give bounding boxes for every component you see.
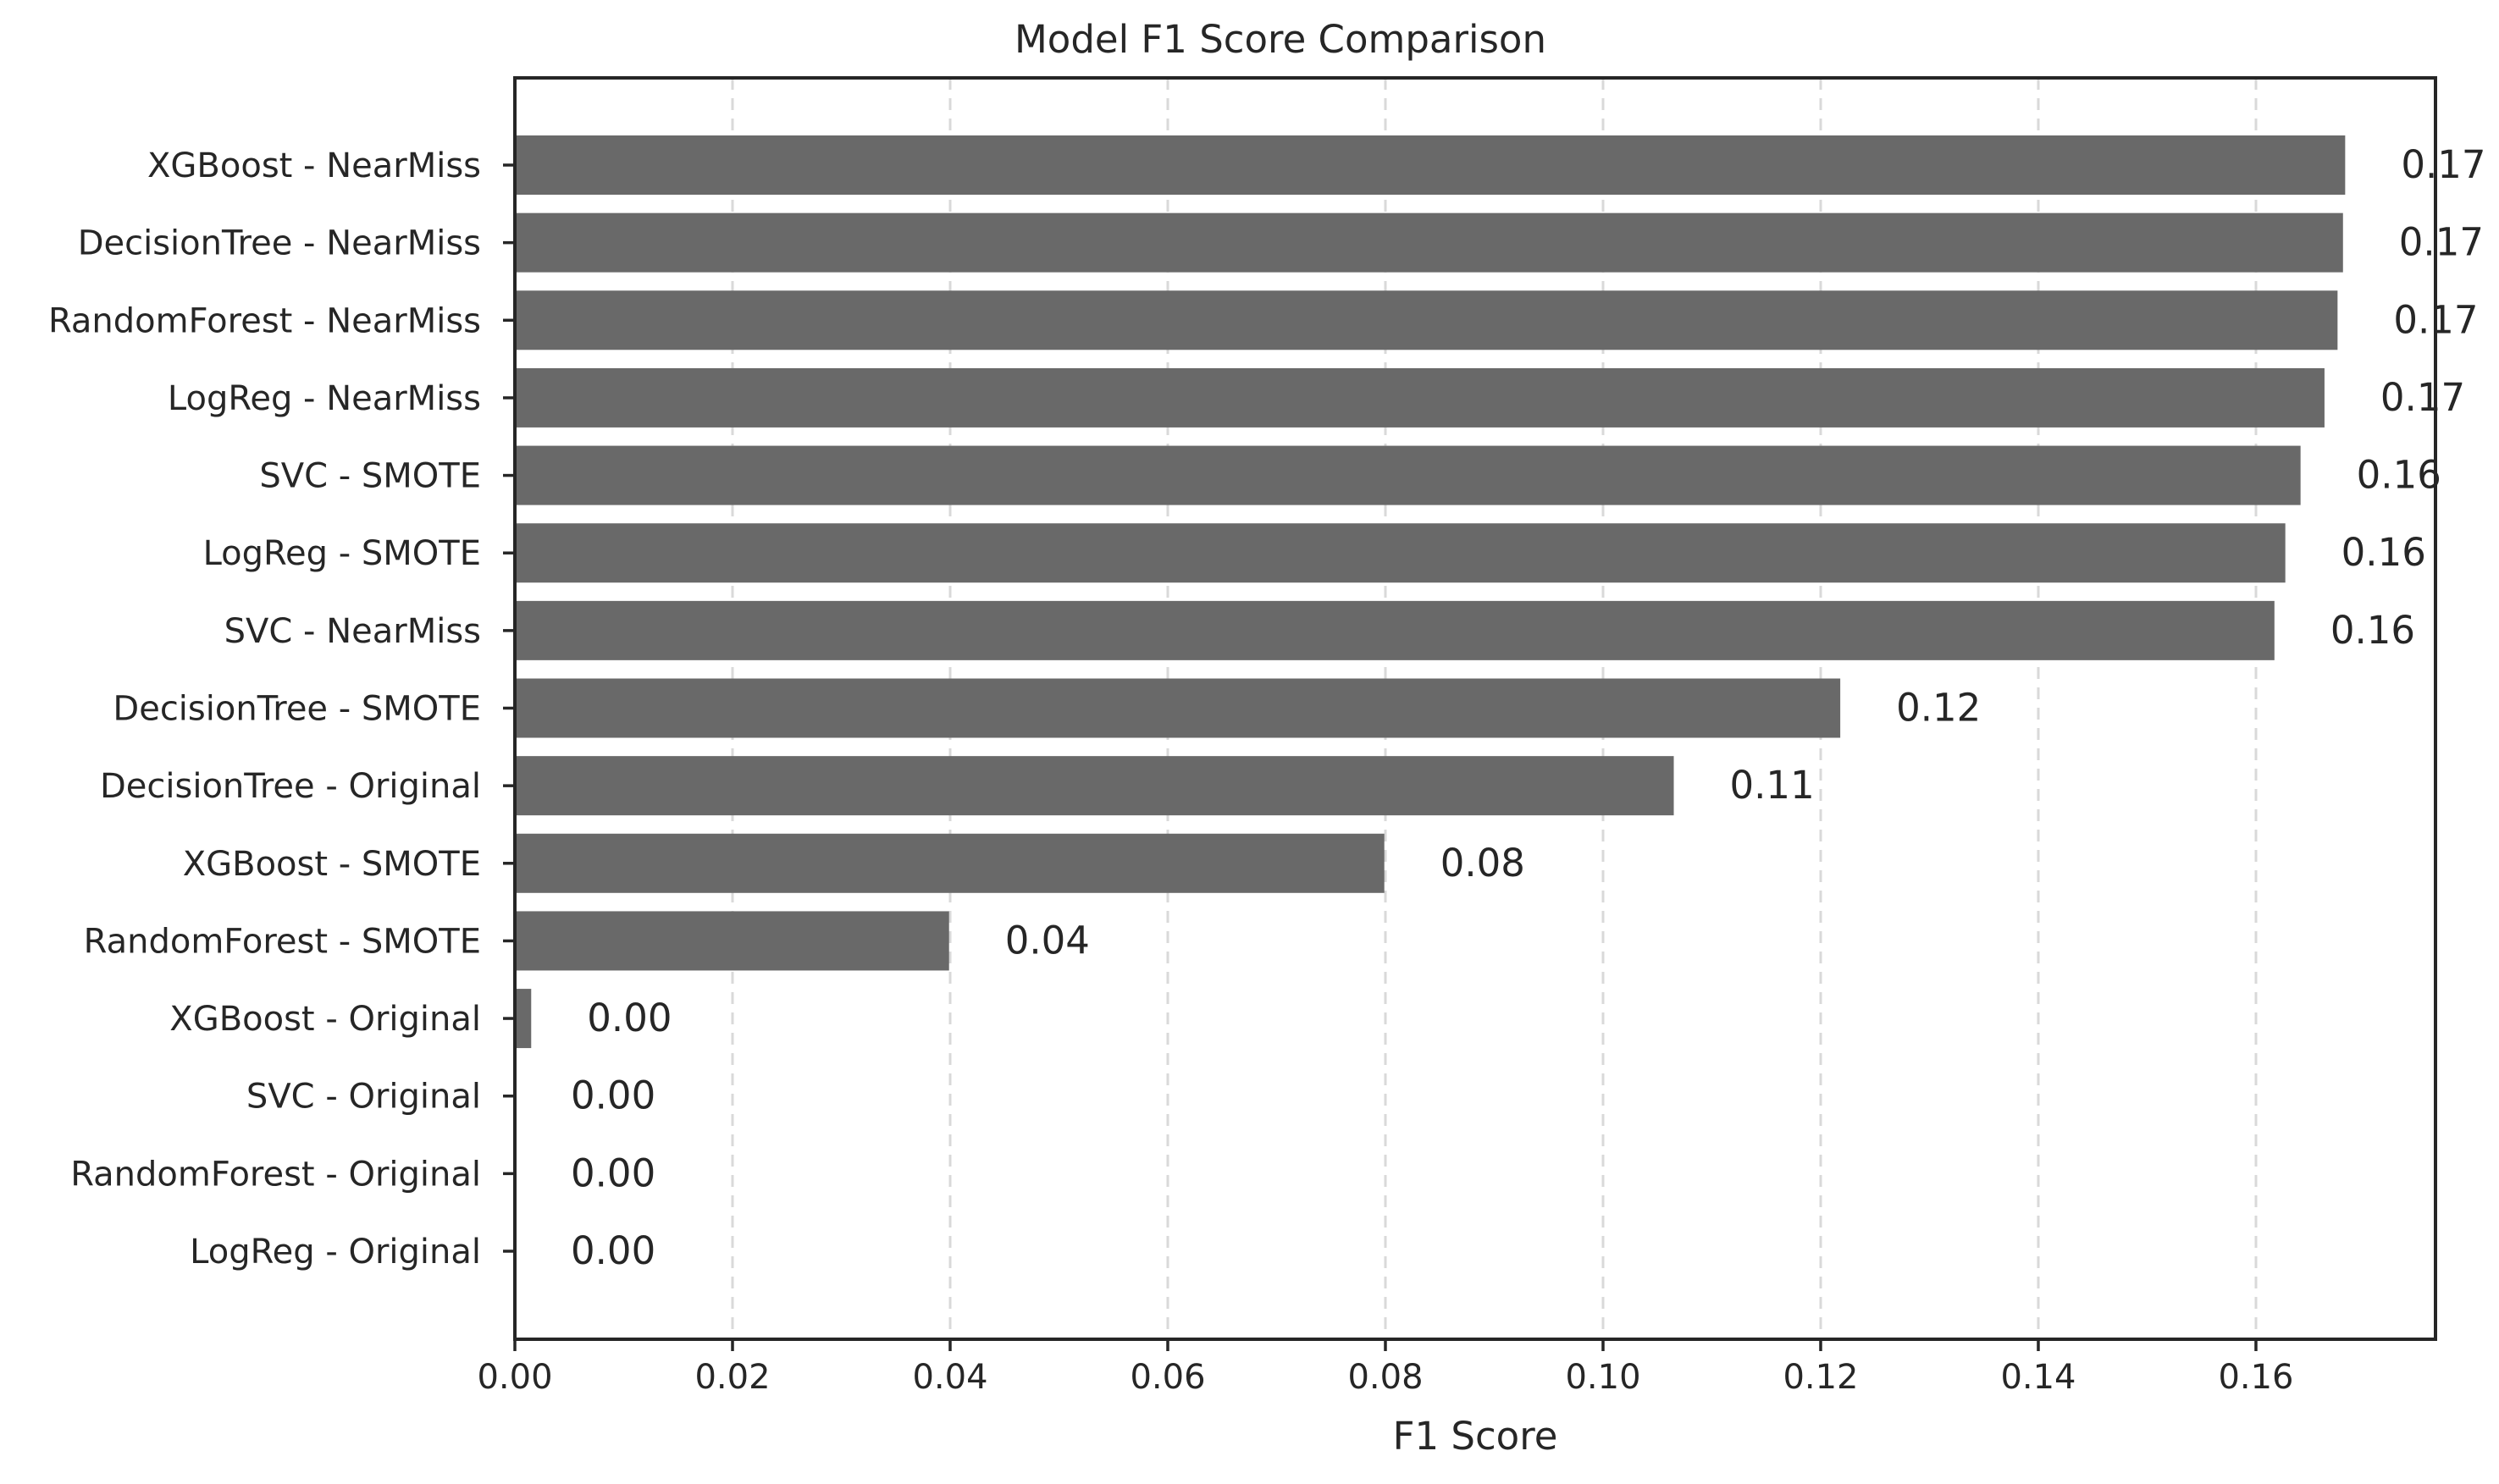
- y-tick-label: LogReg - NearMiss: [168, 379, 481, 418]
- x-axis: 0.00 0.02 0.04 0.06 0.08 0.10 0.12 0.14 0.16: [477, 1339, 2294, 1397]
- y-axis: XGBoost - NearMiss DecisionTree - NearMis…: [48, 146, 515, 1272]
- x-tick-label: 0.16: [2218, 1358, 2293, 1397]
- chart-title: Model F1 Score Comparison: [1015, 17, 1546, 62]
- x-tick-label: 0.04: [912, 1358, 987, 1397]
- y-tick-label: DecisionTree - Original: [100, 767, 481, 806]
- bar: [515, 290, 2338, 350]
- x-tick-label: 0.06: [1130, 1358, 1205, 1397]
- data-label: 0.00: [587, 996, 672, 1040]
- bar: [515, 600, 2275, 660]
- x-tick-label: 0.08: [1347, 1358, 1423, 1397]
- x-tick-label: 0.12: [1783, 1358, 1858, 1397]
- bar: [515, 678, 1841, 738]
- data-label: 0.16: [2357, 453, 2441, 498]
- data-label: 0.00: [571, 1073, 655, 1118]
- y-tick-label: LogReg - SMOTE: [203, 534, 481, 573]
- data-label: 0.00: [571, 1150, 655, 1195]
- bar: [515, 445, 2301, 505]
- x-tick-label: 0.02: [694, 1358, 770, 1397]
- bar: [515, 523, 2286, 583]
- x-tick-label: 0.14: [2000, 1358, 2076, 1397]
- y-tick-label: RandomForest - SMOTE: [84, 922, 481, 961]
- bar: [515, 989, 532, 1049]
- bar: [515, 911, 949, 971]
- bars: [515, 135, 2346, 1049]
- data-label: 0.00: [571, 1228, 655, 1273]
- data-label: 0.17: [2380, 375, 2465, 420]
- y-tick-label: SVC - SMOTE: [259, 457, 481, 496]
- data-label: 0.08: [1440, 841, 1525, 885]
- bar: [515, 367, 2325, 428]
- y-tick-label: SVC - NearMiss: [224, 612, 481, 651]
- bar: [515, 833, 1385, 893]
- data-label: 0.17: [2399, 220, 2484, 265]
- y-tick-label: SVC - Original: [246, 1078, 481, 1117]
- y-tick-label: LogReg - Original: [190, 1233, 481, 1272]
- data-label: 0.16: [2330, 608, 2415, 653]
- x-tick-label: 0.00: [477, 1358, 552, 1397]
- data-label: 0.11: [1730, 763, 1815, 808]
- y-tick-label: RandomForest - Original: [70, 1155, 481, 1194]
- bar: [515, 212, 2343, 273]
- bar: [515, 756, 1674, 816]
- data-label: 0.04: [1005, 918, 1090, 963]
- y-tick-label: DecisionTree - SMOTE: [113, 690, 481, 729]
- y-tick-label: RandomForest - NearMiss: [48, 301, 481, 340]
- x-axis-label: F1 Score: [1393, 1414, 1558, 1459]
- y-tick-label: XGBoost - Original: [169, 1000, 481, 1039]
- y-tick-label: XGBoost - NearMiss: [147, 146, 481, 185]
- bar: [515, 135, 2346, 195]
- data-label: 0.12: [1896, 686, 1981, 731]
- y-tick-label: XGBoost - SMOTE: [183, 845, 481, 884]
- x-tick-label: 0.10: [1565, 1358, 1640, 1397]
- y-tick-label: DecisionTree - NearMiss: [78, 224, 481, 263]
- data-label: 0.16: [2341, 530, 2426, 575]
- data-label: 0.17: [2401, 142, 2485, 187]
